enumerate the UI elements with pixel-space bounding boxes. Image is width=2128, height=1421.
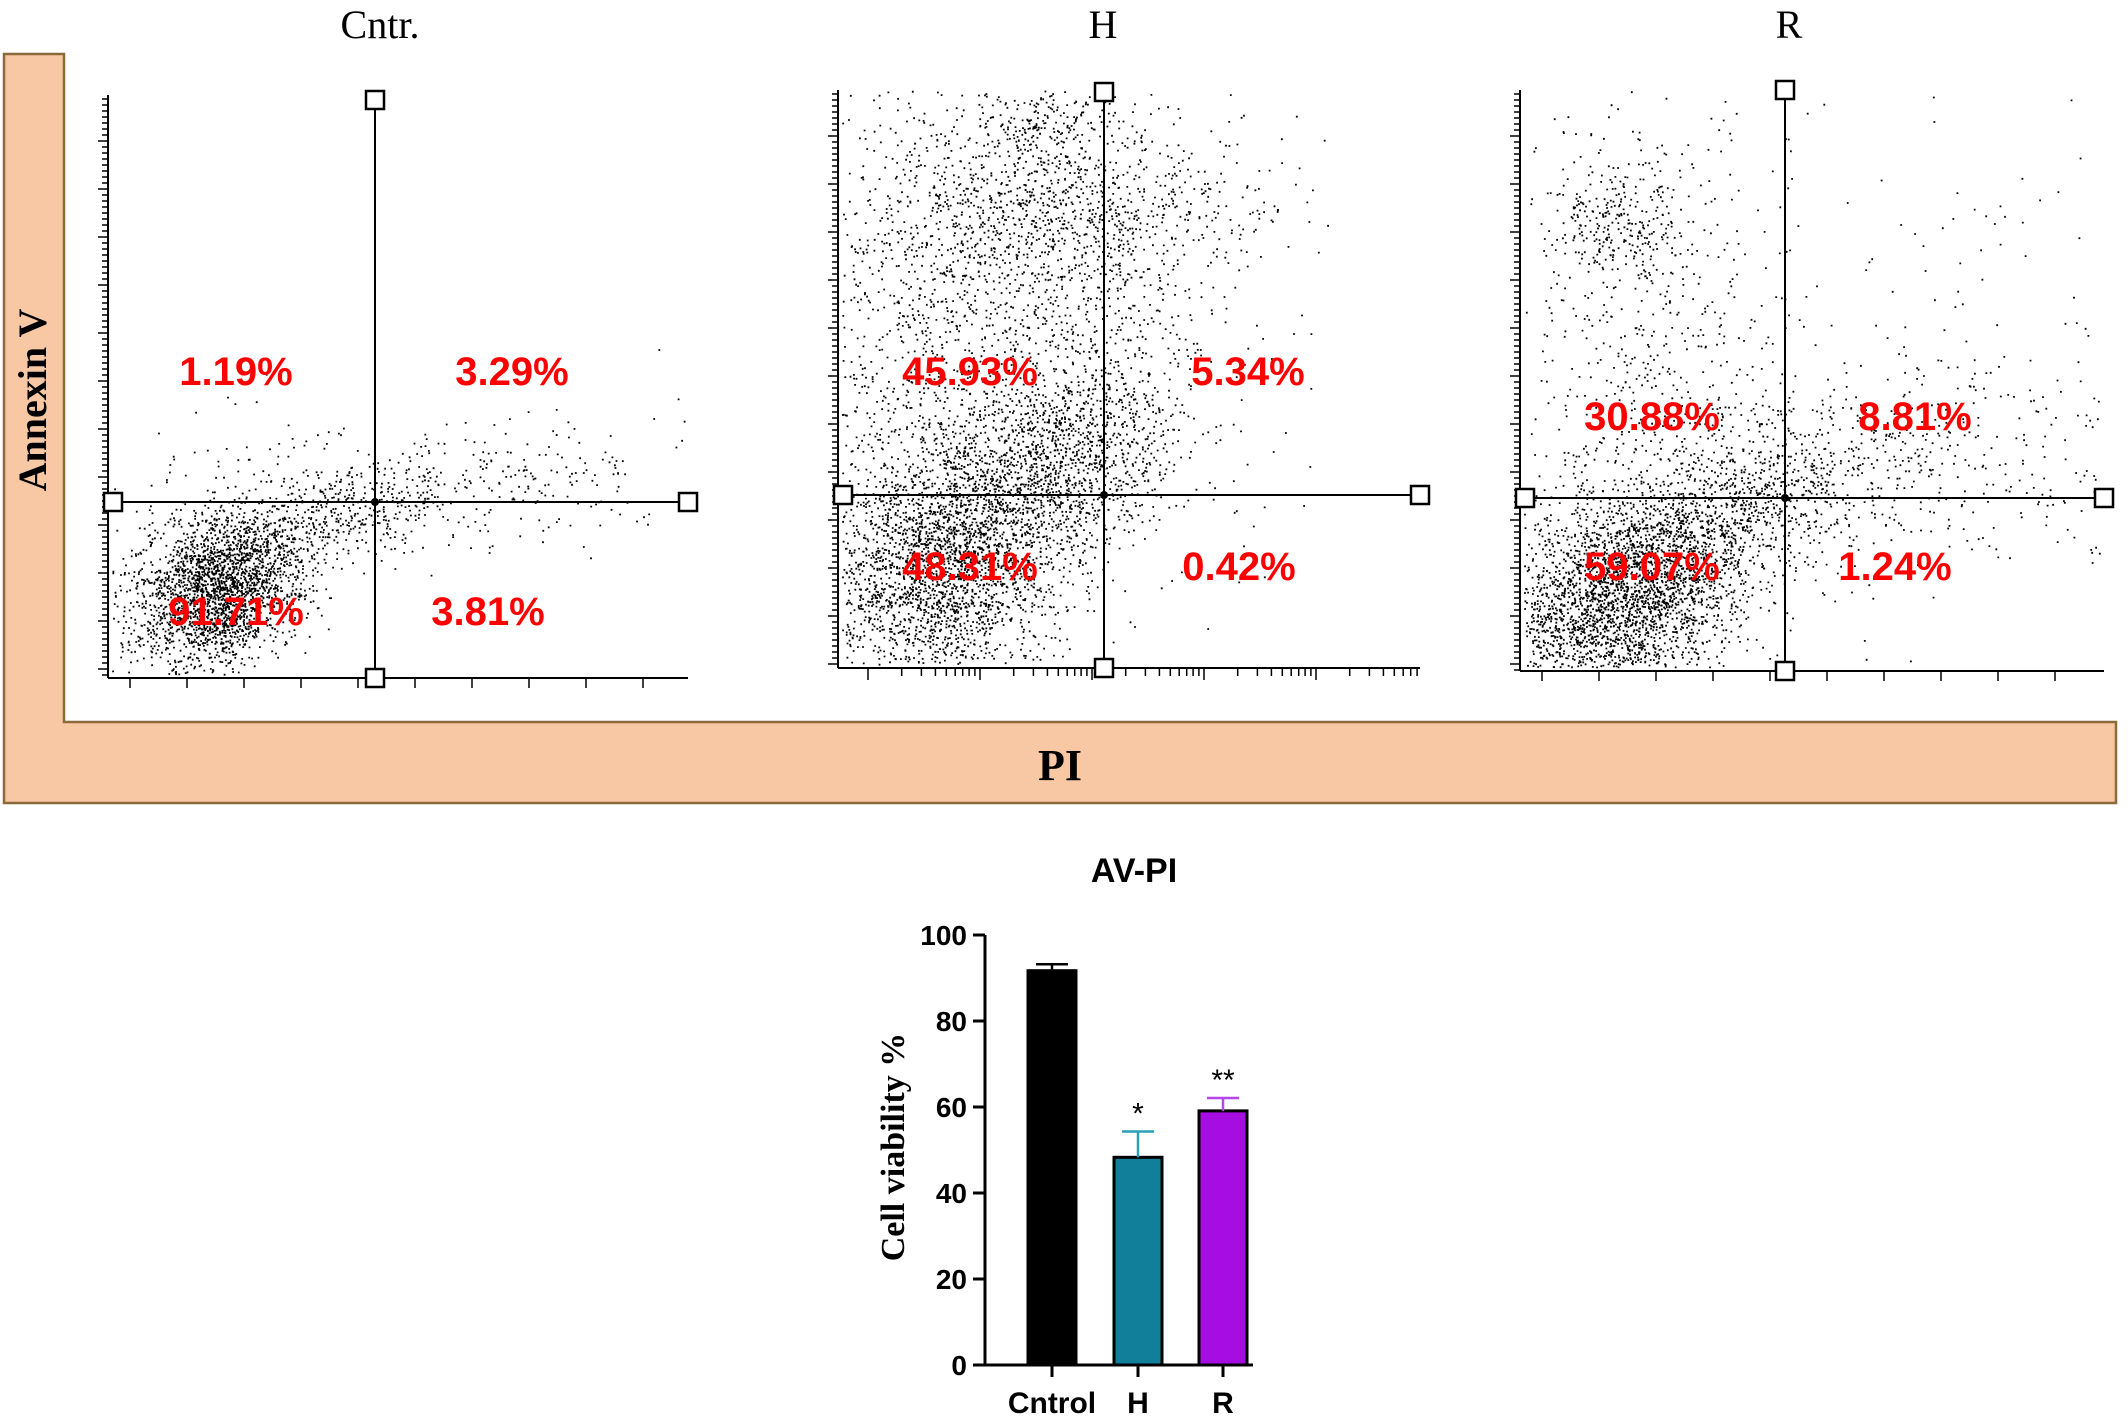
x-axis-ticks [129, 678, 644, 688]
significance-marker: ** [1211, 1064, 1235, 1097]
bar-r [1197, 1109, 1249, 1367]
panel-axes [1510, 79, 2115, 682]
bar-category-label: Cntrol [1008, 1387, 1096, 1420]
quadrant-lower-right-percent: 0.42% [1182, 545, 1295, 589]
quadrant-upper-left-percent: 1.19% [179, 350, 292, 394]
y-axis-label: Annexin V [10, 309, 55, 492]
quadrant-upper-right-percent: 3.29% [455, 350, 568, 394]
bar-chart: 0 20 40 60 80 100 Cntrol * H ** R [920, 920, 1253, 1420]
x-axis-label: PI [1038, 741, 1082, 790]
bar-y-tick-label: 60 [936, 1092, 967, 1123]
quadrant-lower-left-percent: 48.31% [902, 545, 1038, 589]
scatter-dots [842, 90, 1329, 666]
quadrant-upper-right-percent: 5.34% [1191, 350, 1304, 394]
y-axis-ticks [98, 98, 108, 676]
gate-handle [1774, 660, 1796, 682]
gate-handle [364, 89, 386, 111]
quadrant-lower-right-percent: 1.24% [1838, 545, 1951, 589]
scatter-dots [112, 349, 686, 676]
bar-cntrol [1026, 969, 1078, 1367]
scatter-points [112, 349, 686, 676]
gate-handle [1093, 657, 1115, 679]
x-axis-ticks [867, 668, 1418, 680]
bar-y-tick-label: 40 [936, 1178, 967, 1209]
gate-handle [1093, 81, 1115, 103]
panel-title: H [1089, 2, 1118, 47]
panel-axes [828, 81, 1431, 680]
quadrant-center-handle [371, 498, 379, 506]
panel-title: Cntr. [341, 2, 420, 47]
gate-handle [1514, 487, 1536, 509]
gate-handle [102, 491, 124, 513]
bar-y-tick-label: 20 [936, 1264, 967, 1295]
bar-y-tick-label: 80 [936, 1006, 967, 1037]
gate-handle [364, 667, 386, 689]
gate-handle [1409, 484, 1431, 506]
quadrant-lower-left-percent: 59.07% [1584, 545, 1720, 589]
significance-marker: * [1132, 1098, 1144, 1131]
gate-handle [832, 484, 854, 506]
quadrant-center-handle [1100, 491, 1108, 499]
quadrant-upper-left-percent: 45.93% [902, 350, 1038, 394]
scatter-points [1524, 91, 2101, 669]
scatter-dots [1524, 91, 2101, 669]
y-axis-ticks [1510, 93, 1520, 671]
bar-y-tick-label: 0 [951, 1350, 967, 1381]
flow-panel-h: H 45.93% 5.34% 48.31% 0.42% [828, 2, 1431, 680]
bar-h [1112, 1155, 1164, 1367]
scatter-points [842, 90, 1329, 666]
quadrant-lower-right-percent: 3.81% [431, 590, 544, 634]
gate-handle [2093, 487, 2115, 509]
gate-handle [1774, 79, 1796, 101]
x-axis-ticks [1541, 671, 2056, 681]
bar-chart-title: AV-PI [1091, 852, 1177, 890]
quadrant-center-handle [1781, 494, 1789, 502]
gate-handle [677, 491, 699, 513]
flow-panel-cntr: Cntr. 1.19% 3.29% 91.71% 3.81% [98, 2, 699, 689]
axis-frame [2, 52, 2118, 805]
quadrant-upper-left-percent: 30.88% [1584, 395, 1720, 439]
bar-y-axis-label: Cell viability % [875, 1033, 912, 1262]
bar-category-label: R [1212, 1387, 1234, 1420]
quadrant-lower-left-percent: 91.71% [168, 590, 304, 634]
panel-axes [98, 89, 699, 689]
y-axis-ticks [828, 93, 838, 665]
panel-title: R [1776, 2, 1803, 47]
bar-category-label: H [1127, 1387, 1149, 1420]
quadrant-upper-right-percent: 8.81% [1858, 395, 1971, 439]
flow-panel-r: R 30.88% 8.81% 59.07% 1.24% [1510, 2, 2115, 682]
bar-y-tick-label: 100 [920, 920, 967, 951]
